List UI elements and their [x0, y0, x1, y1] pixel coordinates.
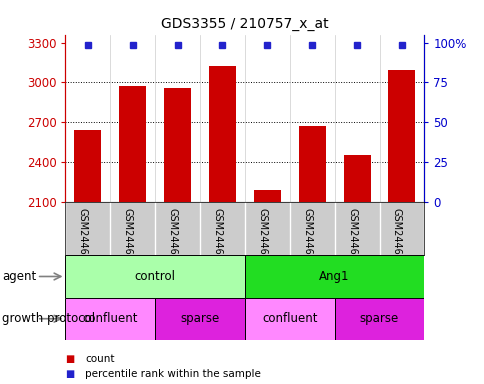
- Bar: [388, 70, 414, 202]
- Bar: [74, 130, 101, 202]
- Text: ■: ■: [65, 354, 75, 364]
- Text: control: control: [135, 270, 175, 283]
- Bar: [244, 298, 334, 340]
- Text: GSM244652: GSM244652: [347, 208, 356, 267]
- Text: GSM244647: GSM244647: [78, 208, 88, 267]
- Text: sparse: sparse: [359, 312, 398, 325]
- Bar: [244, 255, 424, 298]
- Text: GSM244649: GSM244649: [122, 208, 133, 267]
- Text: GSM244654: GSM244654: [391, 208, 401, 267]
- Bar: [65, 298, 155, 340]
- Bar: [155, 298, 244, 340]
- Bar: [254, 190, 280, 202]
- Text: ■: ■: [65, 369, 75, 379]
- Bar: [65, 255, 244, 298]
- Bar: [209, 66, 235, 202]
- Text: confluent: confluent: [82, 312, 138, 325]
- Bar: [334, 298, 424, 340]
- Text: count: count: [85, 354, 114, 364]
- Text: confluent: confluent: [261, 312, 317, 325]
- Text: Ang1: Ang1: [319, 270, 349, 283]
- Text: GSM244650: GSM244650: [302, 208, 312, 267]
- Text: sparse: sparse: [180, 312, 219, 325]
- Text: GSM244651: GSM244651: [167, 208, 177, 267]
- Bar: [343, 155, 370, 202]
- Text: growth protocol: growth protocol: [2, 312, 95, 325]
- Text: agent: agent: [2, 270, 37, 283]
- Bar: [164, 88, 191, 202]
- Bar: [298, 126, 325, 202]
- Text: GSM244653: GSM244653: [212, 208, 222, 267]
- Text: GSM244648: GSM244648: [257, 208, 267, 267]
- Text: percentile rank within the sample: percentile rank within the sample: [85, 369, 260, 379]
- Title: GDS3355 / 210757_x_at: GDS3355 / 210757_x_at: [161, 17, 328, 31]
- Bar: [119, 86, 146, 202]
